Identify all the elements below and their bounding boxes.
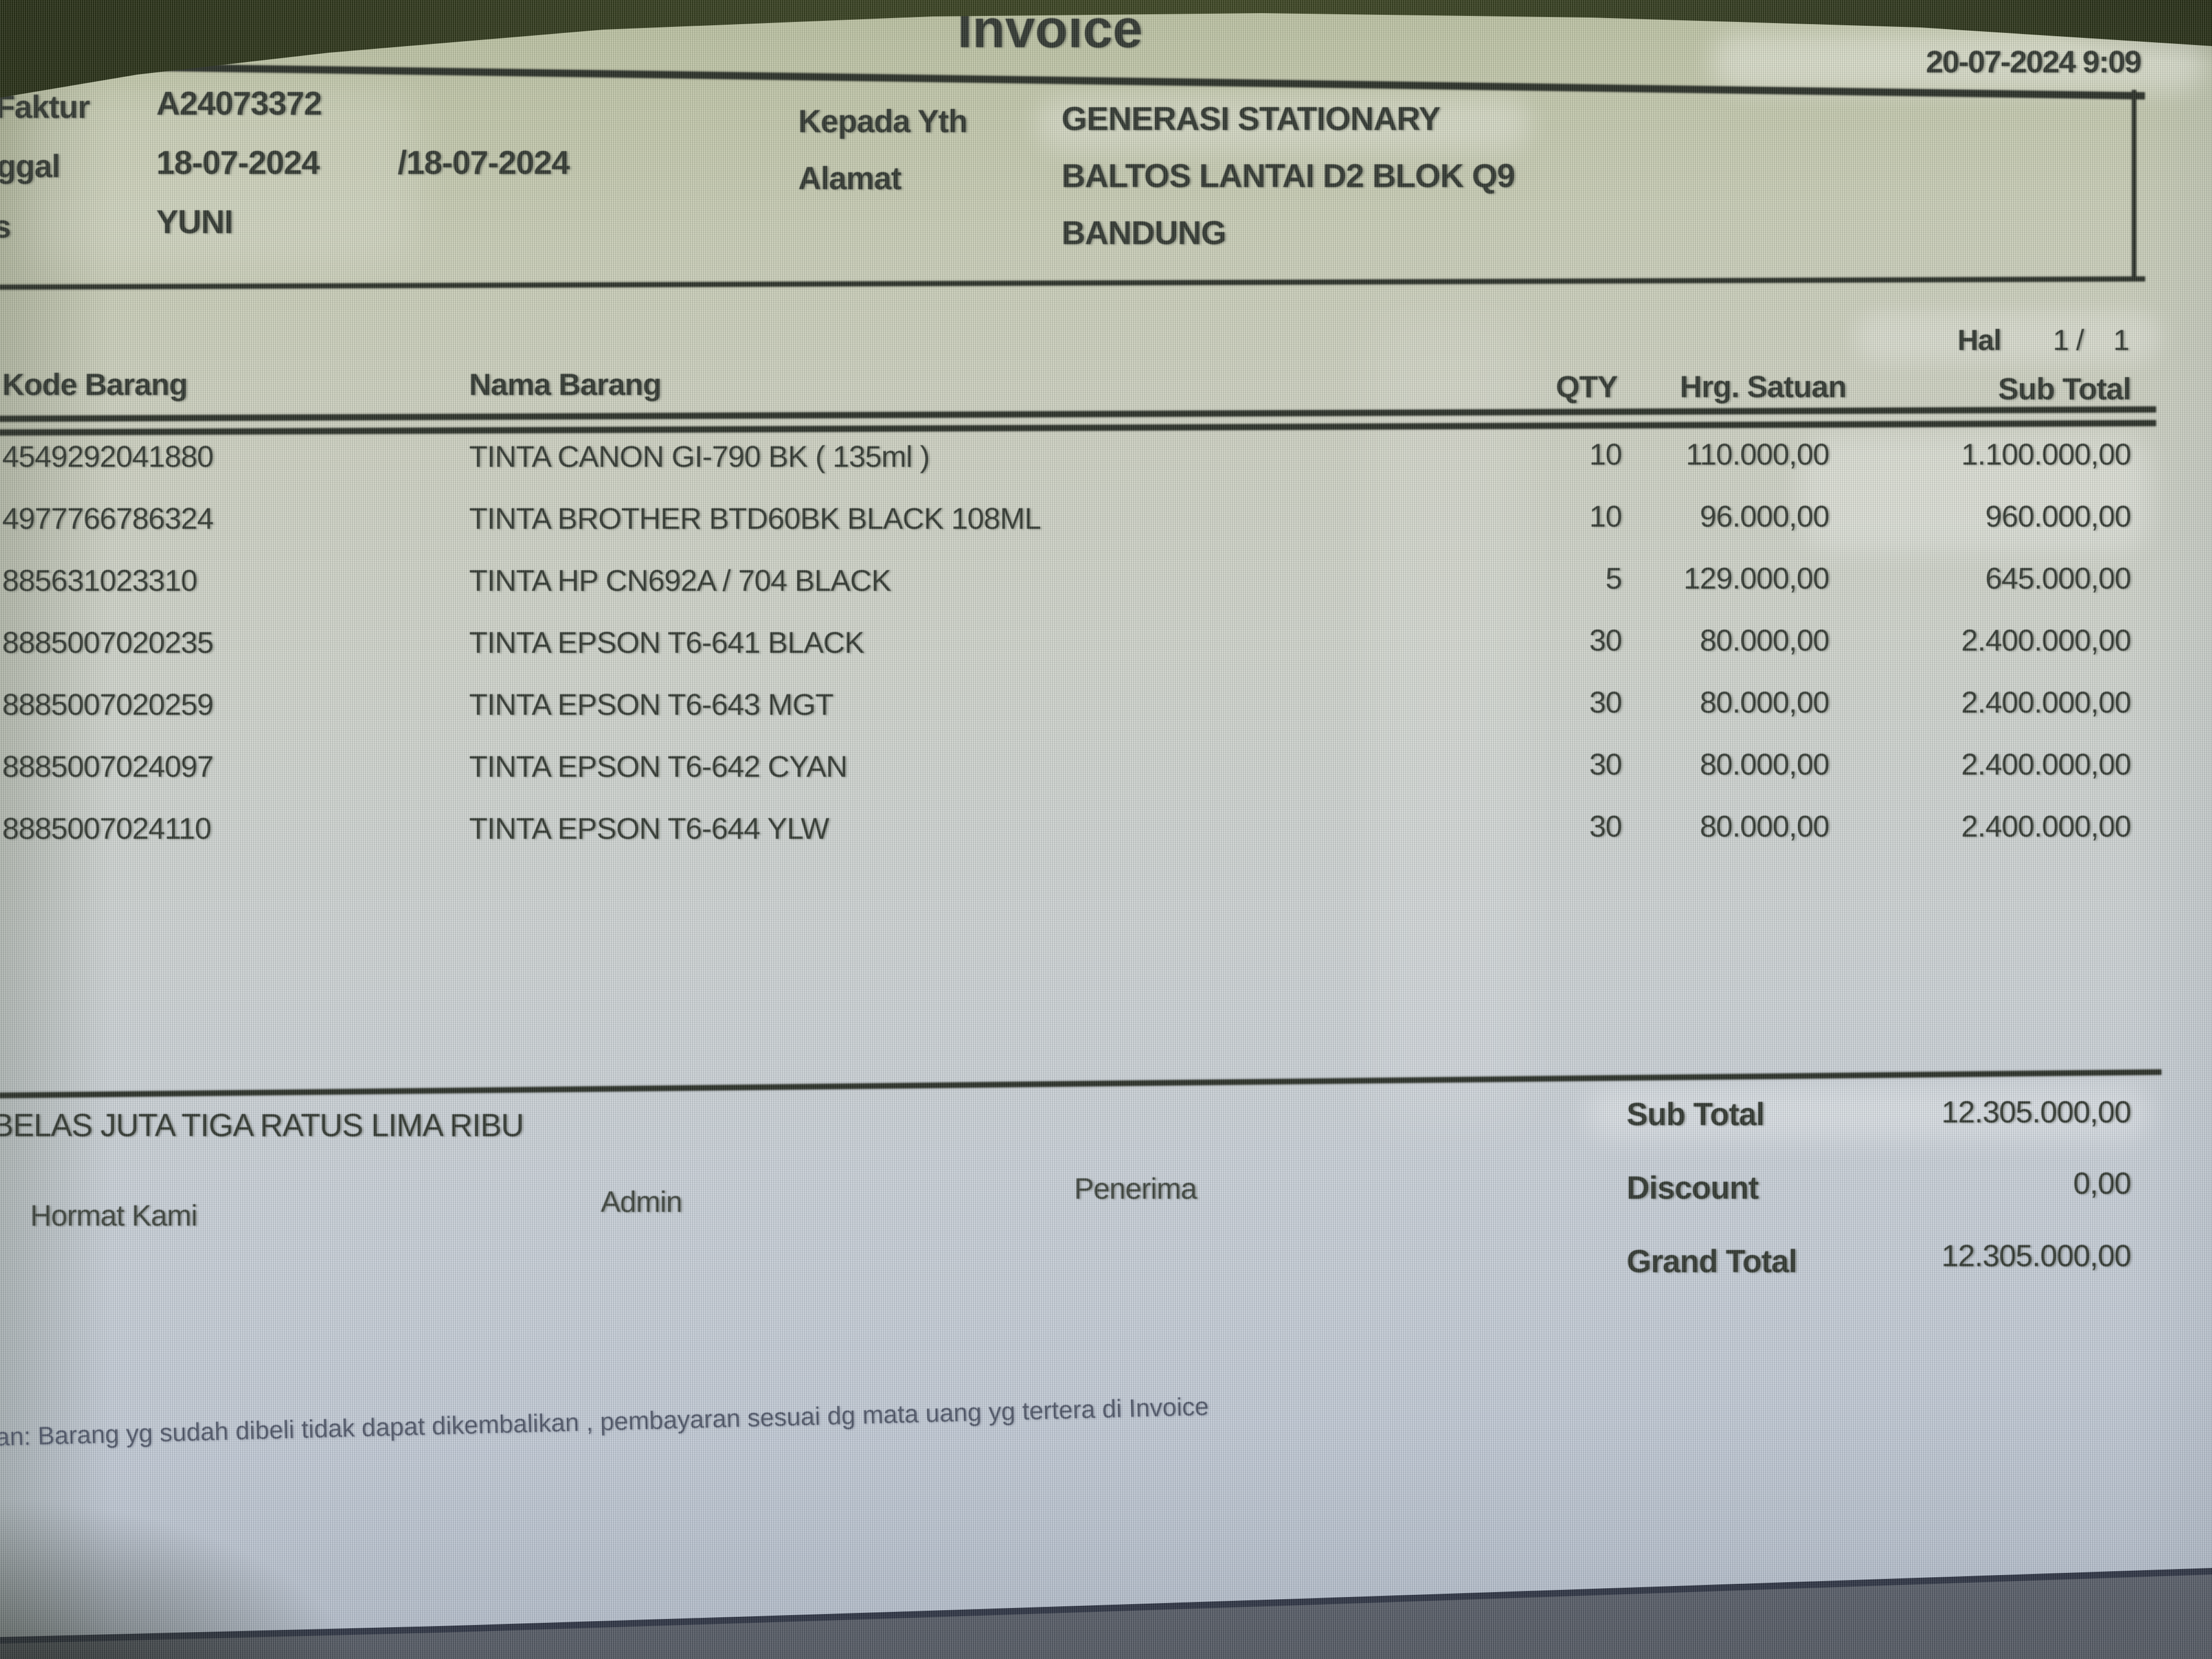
row-subtotal: 1.100.000,00 [1961,437,2131,471]
hal-page: 1 / [2053,324,2084,357]
row-harga: 80.000,00 [1700,747,1830,781]
row-harga: 110.000,00 [1685,437,1830,471]
field-value-faktur: A24073372 [156,85,322,122]
row-qty: 10 [1589,437,1622,471]
header-box-right-rule [2132,90,2136,279]
row-qty: 30 [1589,623,1622,657]
grand-total-label: Grand Total [1627,1244,1797,1279]
signature-admin: Admin [601,1186,682,1218]
row-kode: 8885007024110 [2,811,212,845]
row-kode: 8885007020259 [2,687,214,721]
field-label-tanggal: ggal [0,149,60,184]
row-nama: TINTA EPSON T6-644 YLW [469,811,830,845]
footer-note: an: Barang yg sudah dibeli tidak dapat d… [0,1392,1209,1451]
row-subtotal: 2.400.000,00 [1961,809,2131,843]
field-value-tanggal-2: /18-07-2024 [398,144,570,181]
col-header-harga: Hrg. Satuan [1680,369,1847,404]
row-kode: 4549292041880 [2,439,214,473]
terbilang-text: BELAS JUTA TIGA RATUS LIMA RIBU [0,1108,524,1143]
row-kode: 8885007024097 [2,749,214,783]
row-kode: 8885007020235 [2,625,214,659]
row-harga: 80.000,00 [1700,623,1830,657]
row-subtotal: 2.400.000,00 [1961,747,2131,781]
col-header-subtotal: Sub Total [1998,371,2131,406]
row-qty: 30 [1589,747,1622,781]
row-harga: 80.000,00 [1700,685,1830,719]
subtotal-value: 12.305.000,00 [1941,1094,2131,1129]
signature-penerima: Penerima [1074,1172,1197,1205]
row-harga: 129.000,00 [1683,561,1830,595]
row-kode: 4977766786324 [2,501,214,535]
alamat-value-line1: BALTOS LANTAI D2 BLOK Q9 [1062,157,1515,194]
row-subtotal: 2.400.000,00 [1961,685,2131,719]
row-subtotal: 645.000,00 [1985,561,2131,595]
hal-label: Hal [1957,324,2001,357]
row-subtotal: 960.000,00 [1985,499,2131,533]
signature-hormat-kami: Hormat Kami [30,1199,198,1232]
subtotal-label: Sub Total [1627,1097,1765,1132]
row-nama: TINTA EPSON T6-641 BLACK [469,625,865,659]
field-value-sales: YUNI [156,204,233,240]
row-subtotal: 2.400.000,00 [1961,623,2131,657]
row-kode: 885631023310 [2,563,198,597]
hal-total: 1 [2113,324,2130,357]
kepada-value: GENERASI STATIONARY [1062,100,1441,137]
printed-datetime: 20-07-2024 9:09 [1926,44,2142,80]
kepada-label: Kepada Yth [798,104,968,139]
monitor-stand-shadow [905,1632,1646,1659]
row-nama: TINTA EPSON T6-643 MGT [469,687,834,721]
grand-total-value: 12.305.000,00 [1941,1238,2131,1273]
alamat-value-line2: BANDUNG [1062,215,1227,251]
row-harga: 80.000,00 [1700,809,1830,843]
col-header-qty: QTY [1556,369,1618,404]
discount-label: Discount [1627,1170,1759,1206]
header-box-bottom-rule [0,276,2145,290]
table-header-rule-1 [0,406,2156,422]
row-nama: TINTA BROTHER BTD60BK BLACK 108ML [469,501,1041,535]
row-nama: TINTA EPSON T6-642 CYAN [469,749,848,783]
row-qty: 5 [1605,561,1622,595]
row-nama: TINTA CANON GI-790 BK ( 135ml ) [469,439,930,473]
field-label-sales: s [0,209,11,245]
table-header-rule-2 [0,420,2156,436]
col-header-nama: Nama Barang [469,367,662,402]
row-nama: TINTA HP CN692A / 704 BLACK [469,563,891,597]
field-value-tanggal: 18-07-2024 [156,144,320,181]
row-qty: 30 [1589,685,1622,719]
row-qty: 10 [1589,499,1622,533]
row-harga: 96.000,00 [1700,499,1830,533]
footer-rule [0,1069,2162,1098]
row-qty: 30 [1589,809,1622,843]
alamat-label: Alamat [798,161,901,196]
col-header-kode: Kode Barang [2,367,188,402]
discount-value: 0,00 [2073,1166,2131,1200]
